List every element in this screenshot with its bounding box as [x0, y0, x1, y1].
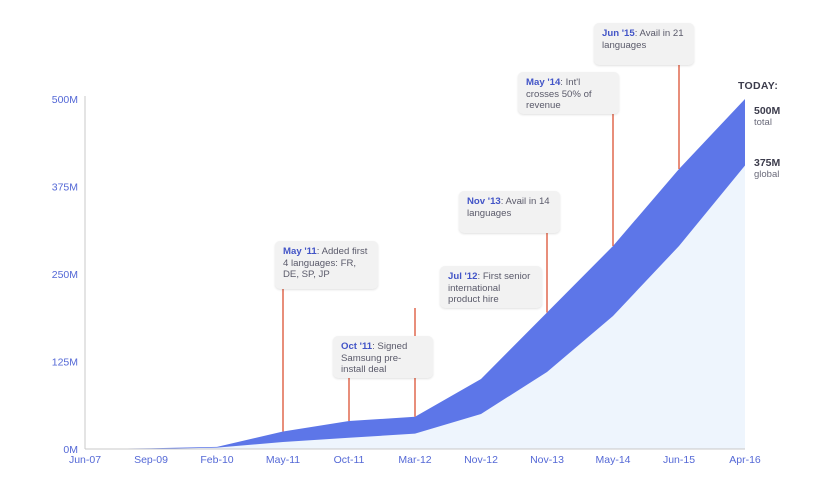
- x-tick-label: Feb-10: [200, 454, 233, 466]
- global-value: 375M: [754, 157, 781, 169]
- y-tick-label: 250M: [52, 269, 78, 281]
- total-end-label: 500M total: [754, 105, 780, 128]
- x-tick-label: Mar-12: [398, 454, 431, 466]
- event-text: : Signed Samsung pre-install deal: [341, 341, 408, 376]
- y-tick-label: 0M: [63, 444, 78, 456]
- global-area: [85, 165, 745, 449]
- event-date: Jun '15: [602, 28, 635, 39]
- event-date: Oct '11: [341, 341, 373, 352]
- event-text: : Avail in 21 languages: [602, 28, 684, 51]
- x-tick-label: Jun-15: [663, 454, 695, 466]
- event-callout: May '14: Int'l crosses 50% of revenue: [518, 72, 619, 114]
- event-date: Jul '12: [448, 271, 478, 282]
- x-tick-label: Jun-07: [69, 454, 101, 466]
- y-tick-label: 125M: [52, 357, 78, 369]
- y-tick-label: 375M: [52, 182, 78, 194]
- event-date: May '11: [283, 246, 317, 257]
- event-callout: Jul '12: First senior international prod…: [440, 266, 542, 308]
- event-text: : Avail in 14 languages: [467, 196, 550, 219]
- total-caption: total: [754, 117, 772, 128]
- x-tick-label: Nov-13: [530, 454, 564, 466]
- x-tick-label: Apr-16: [729, 454, 761, 466]
- total-value: 500M: [754, 105, 781, 117]
- event-callout: Nov '13: Avail in 14 languages: [459, 191, 560, 233]
- event-callout: May '11: Added first 4 languages: FR, DE…: [275, 241, 378, 289]
- event-text: : First senior international product hir…: [448, 271, 531, 306]
- x-tick-label: May-14: [595, 454, 630, 466]
- global-end-label: 375M global: [754, 157, 780, 180]
- today-label: TODAY:: [738, 80, 779, 92]
- event-date: Nov '13: [467, 196, 501, 207]
- x-tick-label: Sep-09: [134, 454, 168, 466]
- event-text: : Added first 4 languages: FR, DE, SP, J…: [283, 246, 368, 281]
- event-date: May '14: [526, 77, 561, 88]
- event-callout: Oct '11: Signed Samsung pre-install deal: [333, 336, 433, 378]
- x-tick-label: Oct-11: [334, 454, 365, 466]
- event-callout: Jun '15: Avail in 21 languages: [594, 23, 694, 65]
- x-tick-label: Nov-12: [464, 454, 498, 466]
- y-tick-label: 500M: [52, 94, 78, 106]
- event-text: : Int'l crosses 50% of revenue: [526, 77, 592, 112]
- x-tick-label: May-11: [266, 454, 300, 466]
- global-caption: global: [754, 169, 780, 180]
